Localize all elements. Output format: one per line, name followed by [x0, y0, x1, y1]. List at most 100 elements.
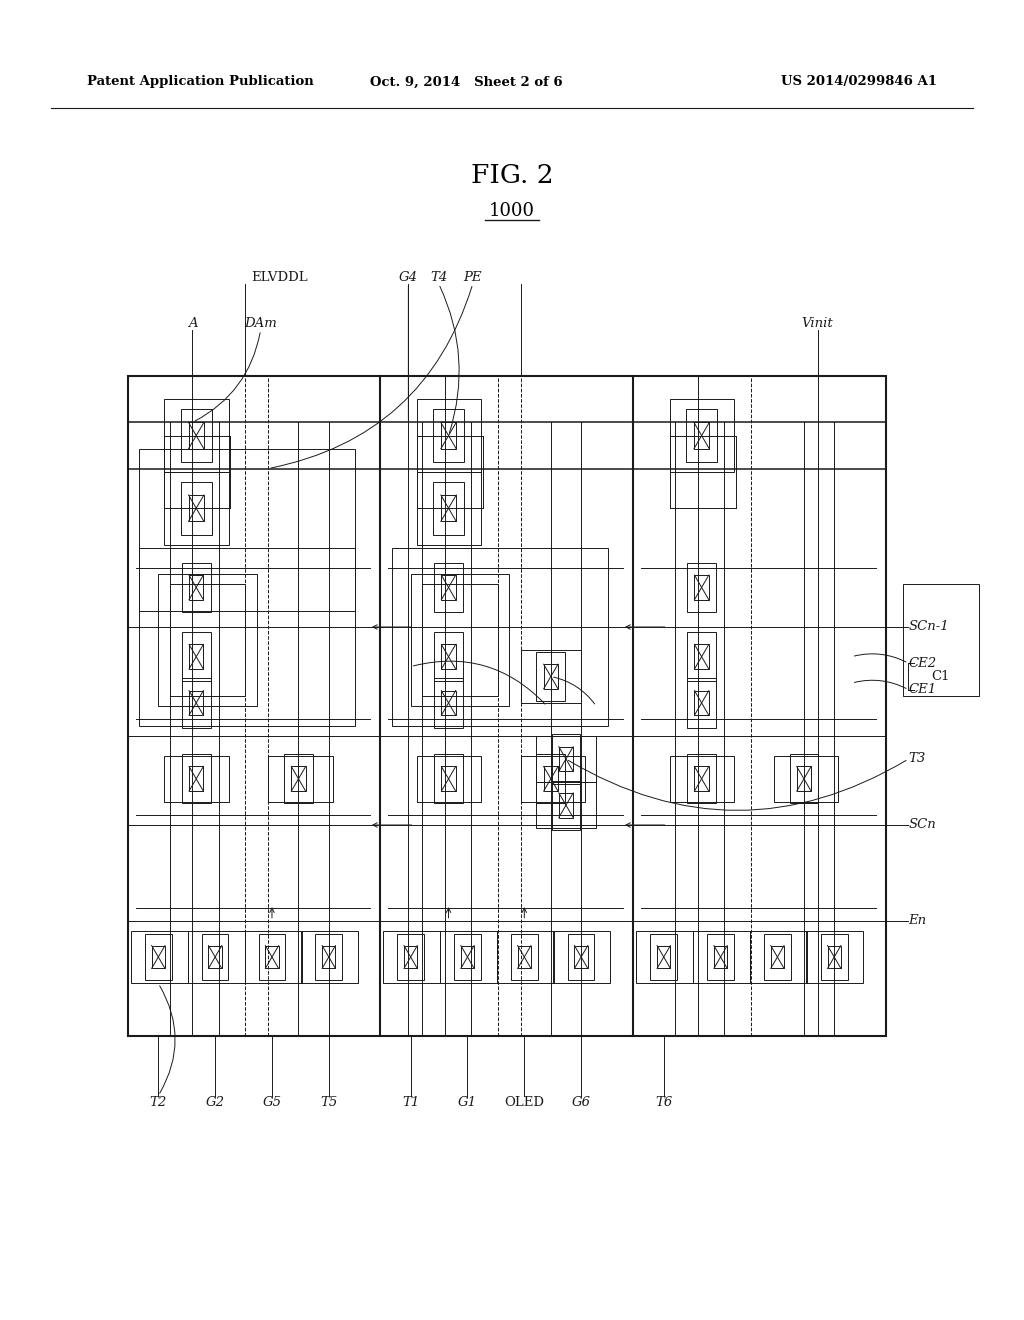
Bar: [687, 632, 716, 681]
Text: Vinit: Vinit: [802, 317, 834, 330]
Bar: [139, 449, 355, 610]
Bar: [536, 781, 596, 829]
Bar: [687, 754, 716, 804]
Bar: [139, 548, 355, 726]
Bar: [455, 935, 481, 979]
Bar: [301, 931, 357, 983]
Bar: [209, 945, 222, 969]
Bar: [189, 690, 204, 715]
Bar: [189, 644, 204, 669]
Bar: [259, 935, 286, 979]
Bar: [461, 945, 474, 969]
Bar: [441, 495, 457, 521]
Bar: [441, 644, 456, 669]
Bar: [165, 400, 228, 473]
Bar: [182, 678, 211, 727]
Bar: [694, 644, 709, 669]
Bar: [202, 935, 228, 979]
Text: T2: T2: [150, 1096, 167, 1109]
Bar: [417, 471, 481, 544]
Bar: [764, 935, 791, 979]
Bar: [441, 422, 457, 449]
Text: G2: G2: [206, 1096, 224, 1109]
Bar: [189, 576, 204, 599]
Bar: [181, 409, 212, 462]
Bar: [657, 945, 671, 969]
Bar: [827, 945, 841, 969]
Bar: [568, 935, 595, 979]
Bar: [422, 583, 498, 697]
Bar: [188, 495, 204, 521]
Bar: [751, 931, 807, 983]
Text: ELVDDL: ELVDDL: [251, 271, 308, 284]
Text: T6: T6: [655, 1096, 673, 1109]
Bar: [821, 935, 848, 979]
Bar: [159, 574, 257, 706]
Text: 1000: 1000: [489, 202, 535, 220]
Bar: [714, 945, 727, 969]
Bar: [182, 632, 211, 681]
Bar: [417, 400, 481, 473]
Bar: [152, 945, 165, 969]
Text: SCn-1: SCn-1: [908, 620, 949, 634]
Bar: [686, 409, 717, 462]
Bar: [520, 649, 582, 702]
Bar: [520, 755, 585, 803]
Text: SCn: SCn: [908, 818, 936, 832]
Text: A: A: [187, 317, 198, 330]
Bar: [433, 409, 464, 462]
Bar: [771, 945, 784, 969]
Bar: [694, 767, 709, 791]
Text: CE1: CE1: [908, 684, 937, 696]
Bar: [708, 935, 734, 979]
Bar: [417, 755, 481, 803]
Bar: [187, 931, 245, 983]
Bar: [165, 471, 228, 544]
Text: T3: T3: [908, 752, 926, 766]
Bar: [315, 935, 342, 979]
Bar: [773, 755, 838, 803]
Text: CE2: CE2: [908, 657, 937, 669]
Bar: [537, 652, 565, 701]
Text: DAm: DAm: [244, 317, 278, 330]
Bar: [268, 755, 333, 803]
Bar: [245, 931, 301, 983]
Bar: [637, 931, 693, 983]
Bar: [790, 754, 818, 804]
Bar: [797, 767, 811, 791]
Bar: [291, 767, 305, 791]
Bar: [650, 935, 677, 979]
Text: Patent Application Publication: Patent Application Publication: [87, 75, 313, 88]
Bar: [383, 931, 440, 983]
Text: FIG. 2: FIG. 2: [471, 164, 553, 187]
Text: T5: T5: [321, 1096, 338, 1109]
Bar: [559, 747, 573, 771]
Bar: [544, 767, 558, 791]
Bar: [265, 945, 279, 969]
Text: T1: T1: [402, 1096, 419, 1109]
Text: PE: PE: [464, 271, 482, 284]
Bar: [552, 780, 581, 830]
Bar: [694, 690, 709, 715]
Bar: [903, 583, 979, 697]
Text: Oct. 9, 2014   Sheet 2 of 6: Oct. 9, 2014 Sheet 2 of 6: [370, 75, 562, 88]
Bar: [434, 678, 463, 727]
Bar: [806, 931, 863, 983]
Bar: [128, 376, 886, 1036]
Bar: [440, 931, 497, 983]
Bar: [181, 482, 212, 535]
Bar: [693, 931, 751, 983]
Bar: [284, 754, 313, 804]
Bar: [537, 754, 565, 804]
Bar: [434, 754, 463, 804]
Text: G4: G4: [399, 271, 418, 284]
Bar: [165, 755, 228, 803]
Bar: [434, 562, 463, 612]
Bar: [670, 400, 734, 473]
Text: OLED: OLED: [504, 1096, 545, 1109]
Bar: [182, 754, 211, 804]
Bar: [687, 678, 716, 727]
Bar: [392, 548, 607, 726]
Text: C1: C1: [931, 671, 949, 682]
Bar: [687, 562, 716, 612]
